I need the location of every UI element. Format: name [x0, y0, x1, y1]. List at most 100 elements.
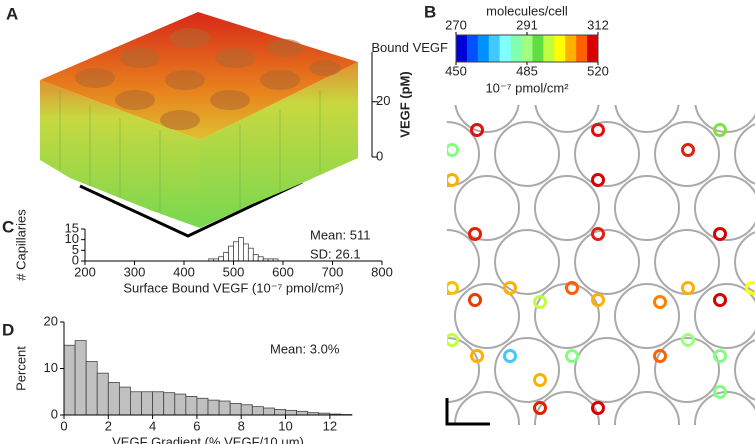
capillary-ring: [591, 401, 605, 415]
x-tick-label: 6: [193, 418, 200, 433]
y-tick-label: 10: [65, 231, 79, 246]
x-tick-label: 500: [223, 264, 245, 279]
panel-label: C: [2, 217, 14, 236]
bar: [252, 254, 259, 262]
tissue-cell: [734, 231, 755, 293]
colorbar-cell: [510, 35, 522, 62]
tissue-cell: [375, 392, 439, 444]
x-tick-label: 600: [272, 264, 294, 279]
bar: [296, 410, 309, 416]
bar: [174, 393, 187, 416]
colorbar-tick-label: 520: [587, 63, 609, 78]
tissue-cell: [654, 229, 720, 295]
capillary-ring: [591, 173, 605, 187]
capillary-ring: [533, 401, 547, 415]
tissue-cell: [734, 339, 755, 401]
capillary-ring: [503, 349, 517, 363]
colorbar-cell: [532, 35, 544, 62]
panel-label: A: [6, 4, 18, 23]
y-axis-label: # Capillaries: [13, 209, 28, 281]
capillary-ring: [533, 295, 547, 309]
bar: [257, 256, 264, 262]
bar: [238, 237, 244, 262]
panel-label: B: [424, 2, 436, 21]
capillary-ring: [468, 293, 482, 307]
capillary-ring: [653, 349, 667, 363]
tissue-cell: [534, 283, 600, 349]
surface-3d: [40, 12, 358, 238]
tissue-cell: [494, 337, 560, 403]
colorbar-cell: [521, 35, 533, 62]
capillary-ring: [533, 373, 547, 387]
x-tick-label: 8: [238, 418, 245, 433]
tissue-cell: [694, 175, 755, 241]
colorbar-title: Bound VEGF: [371, 40, 448, 55]
capillary-ring: [447, 281, 459, 295]
colorbar-cell: [587, 35, 599, 62]
bar: [247, 247, 254, 262]
x-tick-label: 400: [173, 264, 195, 279]
bar: [233, 241, 239, 262]
capillary-ring: [713, 123, 727, 137]
bar: [274, 409, 286, 416]
capillary-ring: [713, 349, 727, 363]
colorbar-cell: [576, 35, 588, 62]
x-tick-label: 2: [105, 418, 112, 433]
tissue-cell: [614, 391, 680, 425]
x-tick-label: 12: [323, 418, 337, 433]
tissue-cell: [734, 123, 755, 185]
colorbar-cell: [499, 35, 511, 62]
annotation: Mean: 3.0%: [270, 341, 340, 356]
bar: [229, 402, 242, 416]
bar: [218, 256, 224, 262]
colorbar-tick-label: 450: [445, 63, 467, 78]
capillary-ring: [470, 123, 484, 137]
bar: [141, 391, 154, 416]
colorbar-cell: [565, 35, 577, 62]
tissue-cell: [574, 121, 640, 187]
capillary-ring: [681, 333, 695, 347]
colorbar-cell: [554, 35, 566, 62]
y-tick-label: 0: [72, 252, 79, 267]
colorbar-tick-label: 270: [445, 17, 467, 32]
bar: [63, 344, 76, 416]
bar: [207, 399, 220, 416]
x-tick-label: 10: [278, 418, 292, 433]
annotation: Mean: 511: [310, 227, 370, 242]
capillary-ring: [713, 293, 727, 307]
colorbar-cell: [477, 35, 490, 62]
tissue-cell: [375, 284, 439, 348]
bar: [196, 397, 209, 416]
bar: [218, 400, 231, 416]
tissue-cell: [694, 391, 755, 425]
tissue-cell: [454, 105, 520, 133]
capillary-ring: [591, 123, 605, 137]
tissue-cell: [614, 175, 680, 241]
y-tick-label: 20: [44, 313, 58, 328]
y-tick-label: 10: [44, 360, 58, 375]
bar: [251, 406, 264, 416]
annotation: SD: 26.1: [310, 246, 361, 261]
tissue-cell: [447, 337, 480, 403]
bar: [223, 252, 229, 262]
tissue-cell: [447, 121, 480, 187]
colorbar-tick-label: 312: [587, 17, 609, 32]
y-axis-label: Percent: [13, 346, 28, 391]
colorbar-cell: [466, 35, 479, 62]
bar: [285, 409, 298, 416]
x-tick-label: 800: [371, 264, 393, 279]
tissue-cell: [694, 105, 755, 133]
capillary-ring: [653, 295, 667, 309]
bar: [242, 243, 249, 262]
bar: [262, 407, 275, 416]
capillary-ring: [681, 281, 695, 295]
colorbar-cell: [456, 35, 468, 62]
tissue-cell: [694, 283, 755, 349]
capillary-ring: [591, 293, 605, 307]
bar: [163, 392, 176, 416]
x-axis-label: VEGF Gradient (% VEGF/10 μm): [112, 434, 304, 444]
colorbar-cell: [488, 35, 500, 62]
tissue-cell: [375, 176, 439, 240]
tissue-cell: [574, 229, 640, 295]
y-tick-label: 15: [65, 220, 79, 235]
